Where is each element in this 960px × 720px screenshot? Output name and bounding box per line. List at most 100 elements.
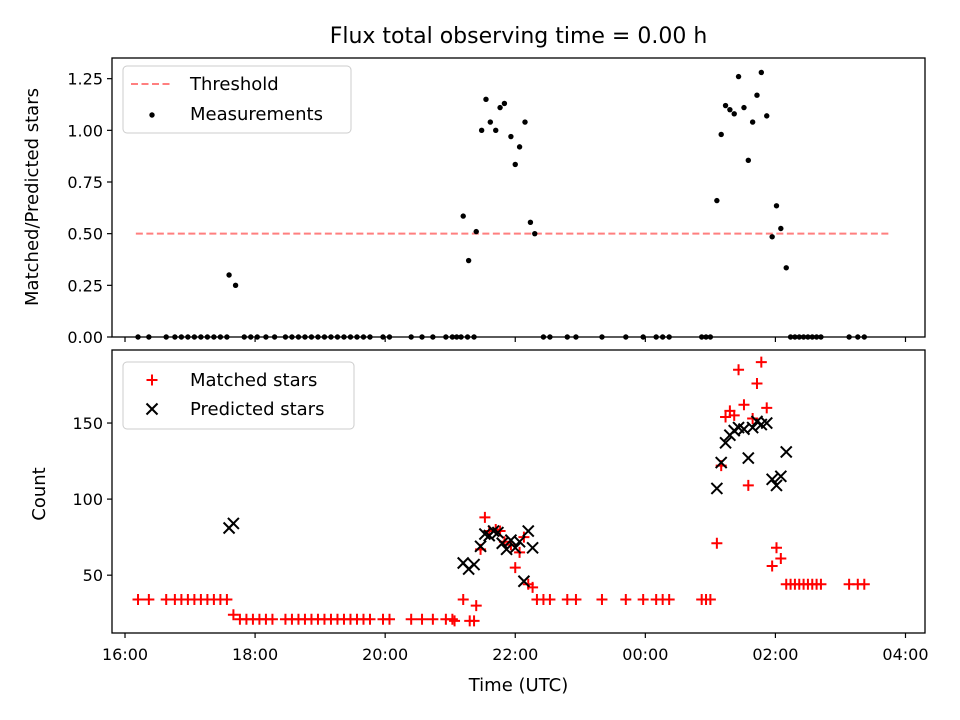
matched-star-point — [470, 600, 482, 612]
matched-star-point — [427, 613, 439, 625]
y-tick-label: 150 — [72, 414, 103, 433]
y-tick-label: 1.25 — [67, 70, 103, 89]
predicted-star-point — [517, 575, 531, 588]
measurement-point — [516, 144, 523, 150]
bottom-x-ticks: 16:00 18:00 20:00 22:00 00:00 02:00 04:00 — [102, 633, 929, 664]
measurement-point — [465, 257, 472, 264]
matched-star-point — [733, 364, 745, 376]
measurement-point — [745, 157, 752, 163]
matched-star-point — [728, 409, 740, 421]
matched-star-point — [815, 578, 827, 590]
predicted-star-point — [746, 421, 759, 434]
predicted-star-point — [742, 451, 755, 465]
matched-star-point — [527, 581, 539, 593]
x-tick-label: 04:00 — [882, 645, 928, 664]
measurement-point — [758, 69, 765, 76]
x-tick-label: 02:00 — [752, 645, 798, 664]
measurement-point — [722, 102, 729, 109]
matched-star-point — [266, 613, 278, 625]
predicted-star-point — [478, 527, 492, 541]
matched-star-point — [449, 615, 461, 627]
matched-star-point — [446, 613, 458, 625]
predicted-star-point — [710, 482, 724, 495]
y-tick-label: 0.25 — [67, 276, 103, 295]
predicted-star-point — [522, 524, 535, 538]
bottom-legend-box — [122, 361, 355, 430]
predicted-star-point — [765, 473, 779, 486]
top-axes-frame — [111, 57, 926, 338]
predicted-star-point — [487, 524, 500, 538]
legend-threshold-label: Threshold — [189, 74, 279, 95]
matched-star-point — [761, 402, 773, 414]
y-tick-label: 0.75 — [67, 173, 103, 192]
bottom-y-ticks: 50 100 150 — [72, 414, 112, 585]
measurement-point — [501, 100, 508, 107]
measurement-point — [483, 96, 489, 103]
matched-star-point — [479, 511, 491, 523]
measurement-point — [778, 225, 784, 232]
predicted-star-point — [774, 470, 788, 483]
matched-star-point — [221, 594, 233, 606]
measurement-point — [754, 92, 760, 98]
measurement-point — [764, 113, 770, 119]
measurement-point — [714, 197, 720, 204]
predicted-star-point — [496, 537, 509, 550]
top-y-ticks: 0.00 0.25 0.50 0.75 1.00 1.25 — [67, 70, 112, 347]
x-tick-label: 20:00 — [362, 645, 408, 664]
measurement-point — [493, 127, 499, 134]
predicted-star-point — [467, 558, 481, 571]
predicted-star-point — [227, 517, 240, 530]
matched-star-point — [364, 613, 376, 625]
matched-star-point — [457, 594, 469, 606]
matched-star-point — [637, 594, 649, 606]
top-legend-box — [122, 65, 352, 134]
y-tick-label: 100 — [72, 490, 103, 509]
predicted-star-point — [760, 416, 773, 430]
measurement-point — [718, 131, 724, 138]
x-axis-label: Time (UTC) — [468, 675, 569, 696]
matched-star-point — [720, 411, 732, 423]
legend-matched-swatch — [146, 374, 158, 386]
measurement-point — [232, 282, 239, 289]
matched-star-point — [751, 377, 763, 389]
matched-star-point — [775, 552, 787, 564]
legend-matched-label: Matched stars — [190, 370, 317, 391]
legend-measurements-swatch — [149, 112, 155, 118]
matched-star-point — [384, 613, 396, 625]
measurement-point — [731, 111, 737, 117]
matched-star-point — [596, 594, 608, 606]
legend-measurements-label: Measurements — [190, 104, 323, 125]
y-tick-label: 0.50 — [67, 225, 103, 244]
predicted-star-point — [513, 535, 526, 548]
measurement-point — [773, 203, 780, 209]
legend-predicted-swatch — [145, 402, 159, 416]
x-tick-label: 00:00 — [622, 645, 668, 664]
chart-title: Flux total observing time = 0.00 h — [330, 24, 708, 49]
measurement-point — [478, 127, 485, 134]
measurement-point — [522, 119, 528, 125]
bottom-panel: Count Time (UTC) 50 100 150 16:00 18:00 20:0… — [29, 349, 929, 696]
y-tick-label: 1.00 — [67, 121, 103, 140]
measurement-point — [487, 119, 494, 125]
measurement-point — [532, 230, 538, 237]
predicted-star-point — [491, 526, 505, 539]
measurement-point — [527, 219, 534, 225]
matched-star-point — [468, 615, 480, 627]
x-tick-label: 18:00 — [232, 645, 278, 664]
legend-predicted-label: Predicted stars — [190, 399, 324, 420]
x-tick-label: 22:00 — [492, 645, 538, 664]
matched-star-point — [742, 479, 754, 491]
matched-star-point — [544, 594, 556, 606]
predicted-star-point — [715, 456, 728, 469]
matched-star-point — [770, 542, 782, 554]
matched-star-point — [416, 613, 428, 625]
measurement-point — [741, 104, 747, 111]
matched-star-point — [704, 594, 716, 606]
matched-star-point — [738, 399, 750, 411]
y-tick-label: 0.00 — [67, 328, 103, 347]
matched-star-point — [620, 594, 632, 606]
measurement-point — [727, 106, 733, 113]
matched-star-point — [227, 609, 239, 621]
measurement-point — [497, 104, 503, 111]
